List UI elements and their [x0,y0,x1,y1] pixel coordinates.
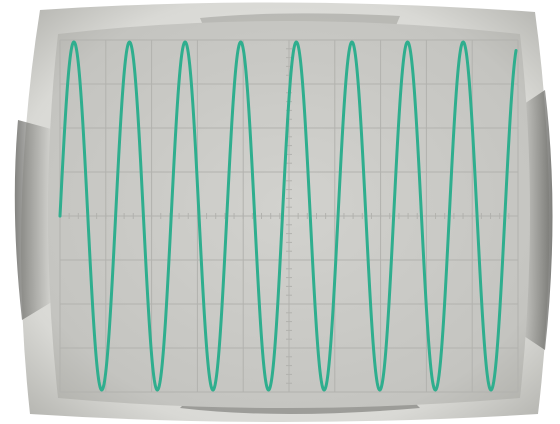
sine-wave-trace [58,40,518,392]
graticule-grid [59,39,519,393]
